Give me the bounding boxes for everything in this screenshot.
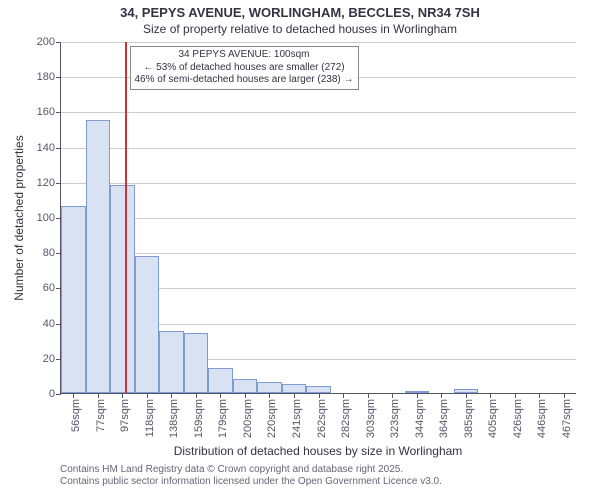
x-tick-label: 138sqm	[168, 399, 180, 438]
y-tick-label: 20	[43, 353, 61, 365]
x-tick-mark	[490, 393, 491, 398]
x-tick-label: 303sqm	[365, 399, 377, 438]
x-tick-label: 77sqm	[95, 399, 107, 432]
gridline	[61, 112, 576, 113]
histogram-bar	[306, 386, 331, 393]
x-tick-label: 262sqm	[316, 399, 328, 438]
x-tick-label: 385sqm	[463, 399, 475, 438]
histogram-bar	[159, 331, 184, 393]
x-tick-mark	[515, 393, 516, 398]
reference-line	[125, 42, 127, 393]
y-tick-label: 100	[37, 212, 61, 224]
x-tick-label: 56sqm	[70, 399, 82, 432]
attribution-line2: Contains public sector information licen…	[60, 476, 442, 488]
y-tick-label: 160	[37, 106, 61, 118]
plot-area: 02040608010012014016018020056sqm77sqm97s…	[60, 42, 576, 394]
histogram-bar	[257, 382, 282, 393]
y-tick-label: 40	[43, 318, 61, 330]
x-tick-label: 364sqm	[438, 399, 450, 438]
y-tick-label: 120	[37, 177, 61, 189]
histogram-bar	[282, 384, 306, 393]
x-tick-mark	[539, 393, 540, 398]
y-tick-label: 180	[37, 71, 61, 83]
y-tick-label: 60	[43, 282, 61, 294]
chart-container: 34, PEPYS AVENUE, WORLINGHAM, BECCLES, N…	[0, 0, 600, 500]
y-tick-label: 140	[37, 142, 61, 154]
gridline	[61, 253, 576, 254]
histogram-bar	[135, 256, 159, 393]
x-tick-mark	[392, 393, 393, 398]
x-tick-mark	[171, 393, 172, 398]
x-tick-label: 220sqm	[266, 399, 278, 438]
y-tick-label: 200	[37, 36, 61, 48]
x-tick-mark	[441, 393, 442, 398]
x-tick-mark	[98, 393, 99, 398]
x-tick-mark	[294, 393, 295, 398]
attribution: Contains HM Land Registry data © Crown c…	[60, 464, 442, 488]
x-tick-mark	[417, 393, 418, 398]
x-tick-mark	[220, 393, 221, 398]
x-axis-title: Distribution of detached houses by size …	[60, 444, 576, 458]
annotation-line-3: 46% of semi-detached houses are larger (…	[135, 74, 354, 87]
chart-title-line2: Size of property relative to detached ho…	[0, 22, 600, 36]
y-tick-label: 80	[43, 247, 61, 259]
x-tick-mark	[343, 393, 344, 398]
x-tick-mark	[564, 393, 565, 398]
y-tick-label: 0	[49, 388, 61, 400]
gridline	[61, 148, 576, 149]
gridline	[61, 42, 576, 43]
x-tick-label: 426sqm	[512, 399, 524, 438]
x-tick-mark	[368, 393, 369, 398]
x-tick-label: 467sqm	[561, 399, 573, 438]
histogram-bar	[86, 120, 110, 393]
x-tick-mark	[319, 393, 320, 398]
chart-title-line1: 34, PEPYS AVENUE, WORLINGHAM, BECCLES, N…	[0, 5, 600, 20]
x-tick-label: 159sqm	[193, 399, 205, 438]
x-tick-mark	[245, 393, 246, 398]
histogram-bar	[184, 333, 208, 393]
histogram-bar	[110, 185, 135, 393]
x-tick-label: 179sqm	[217, 399, 229, 438]
annotation-line-1: 34 PEPYS AVENUE: 100sqm	[135, 49, 354, 62]
x-tick-mark	[269, 393, 270, 398]
x-tick-mark	[196, 393, 197, 398]
attribution-line1: Contains HM Land Registry data © Crown c…	[60, 464, 442, 476]
gridline	[61, 183, 576, 184]
x-tick-mark	[466, 393, 467, 398]
x-tick-label: 282sqm	[340, 399, 352, 438]
annotation-box: 34 PEPYS AVENUE: 100sqm← 53% of detached…	[130, 46, 359, 90]
annotation-line-2: ← 53% of detached houses are smaller (27…	[135, 62, 354, 75]
x-tick-label: 323sqm	[389, 399, 401, 438]
gridline	[61, 218, 576, 219]
histogram-bar	[233, 379, 257, 393]
y-axis-title: Number of detached properties	[12, 118, 26, 318]
x-tick-mark	[147, 393, 148, 398]
x-tick-mark	[122, 393, 123, 398]
x-tick-label: 344sqm	[414, 399, 426, 438]
x-tick-label: 241sqm	[291, 399, 303, 438]
x-tick-label: 446sqm	[536, 399, 548, 438]
x-tick-label: 97sqm	[119, 399, 131, 432]
x-tick-label: 200sqm	[242, 399, 254, 438]
histogram-bar	[61, 206, 86, 393]
histogram-bar	[208, 368, 233, 393]
x-tick-label: 405sqm	[487, 399, 499, 438]
x-tick-mark	[73, 393, 74, 398]
x-tick-label: 118sqm	[144, 399, 156, 437]
